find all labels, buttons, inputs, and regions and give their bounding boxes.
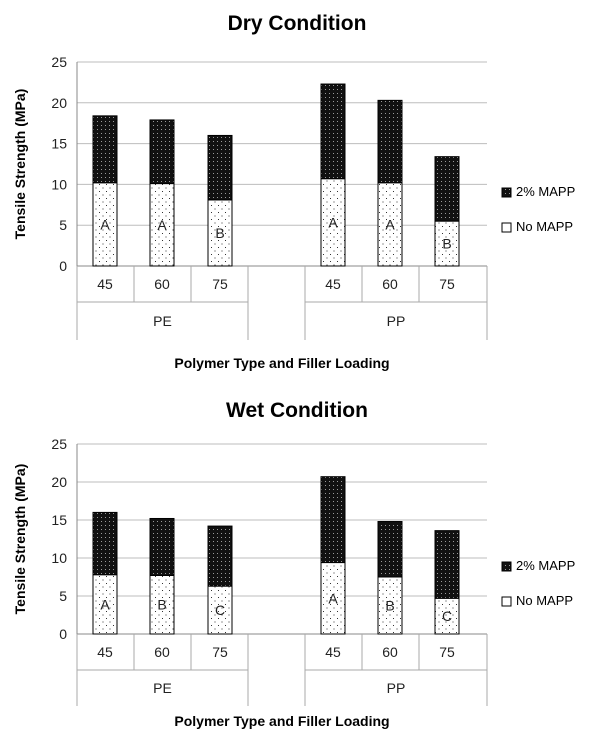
bar-2pct-mapp [149, 119, 175, 185]
y-tick-label: 20 [51, 474, 67, 490]
bar-2pct-mapp [377, 521, 403, 578]
bar-no-mapp [92, 574, 118, 635]
x-tick-label: 60 [154, 276, 170, 292]
bar-data-label: A [157, 217, 167, 233]
bar-2pct-mapp [92, 511, 118, 576]
bar-data-label: B [157, 597, 166, 613]
y-tick-label: 25 [51, 54, 67, 70]
group-label: PP [387, 680, 406, 696]
bar-no-mapp [434, 220, 460, 267]
y-tick-label: 5 [59, 217, 67, 233]
x-tick-label: 60 [154, 644, 170, 660]
chart-title: Wet Condition [226, 399, 368, 422]
bar-data-label: C [442, 608, 452, 624]
x-tick-label: 45 [97, 644, 113, 660]
legend-label: 2% MAPP [516, 558, 575, 573]
bar-data-label: A [100, 596, 110, 612]
bar-no-mapp [377, 576, 403, 635]
y-tick-label: 5 [59, 588, 67, 604]
bar-data-label: B [385, 598, 394, 614]
legend-swatch-no-mapp [501, 222, 512, 233]
x-tick-label: 45 [97, 276, 113, 292]
x-tick-label: 75 [439, 276, 455, 292]
bar-data-label: C [215, 602, 225, 618]
wet-condition-chart: Wet Condition 0 5 10 15 20 25 Tensile Strength … [12, 399, 575, 729]
bar-2pct-mapp [207, 134, 233, 201]
chart-title: Dry Condition [228, 12, 367, 35]
bar-data-label: A [328, 214, 338, 230]
x-axis-title: Polymer Type and Filler Loading [174, 355, 389, 371]
bar-2pct-mapp [149, 517, 175, 576]
y-tick-label: 10 [51, 176, 67, 192]
bar-data-label: A [328, 590, 338, 606]
bar-no-mapp [207, 199, 233, 267]
group-label: PP [387, 313, 406, 329]
bar-2pct-mapp [434, 530, 460, 599]
y-axis-title: Tensile Strength (MPa) [12, 464, 28, 615]
legend-swatch-no-mapp [501, 596, 512, 607]
legend-label: 2% MAPP [516, 184, 575, 199]
bar-2pct-mapp [207, 525, 233, 587]
bar-2pct-mapp [320, 83, 346, 180]
group-label: PE [153, 313, 172, 329]
bar-data-label: A [100, 216, 110, 232]
y-tick-label: 20 [51, 95, 67, 111]
bar-no-mapp [320, 178, 346, 267]
x-tick-label: 75 [212, 644, 228, 660]
bar-data-label: B [215, 225, 224, 241]
legend-label: No MAPP [516, 593, 573, 608]
y-tick-label: 15 [51, 136, 67, 152]
x-tick-label: 60 [382, 644, 398, 660]
bar-no-mapp [434, 597, 460, 635]
legend-swatch-2pct-mapp [501, 187, 512, 198]
x-tick-label: 75 [439, 644, 455, 660]
bar-2pct-mapp [320, 476, 346, 564]
x-tick-label: 45 [325, 644, 341, 660]
y-tick-label: 15 [51, 512, 67, 528]
y-tick-label: 0 [59, 258, 67, 274]
bar-2pct-mapp [377, 99, 403, 184]
bar-data-label: B [442, 236, 451, 252]
y-tick-label: 0 [59, 626, 67, 642]
legend-swatch-2pct-mapp [501, 561, 512, 572]
group-label: PE [153, 680, 172, 696]
x-tick-label: 60 [382, 276, 398, 292]
bar-no-mapp [149, 183, 175, 267]
legend-label: No MAPP [516, 219, 573, 234]
bar-2pct-mapp [92, 115, 118, 184]
dry-condition-chart: Dry Condition 0 5 10 15 20 25 Tensile Strength … [12, 12, 575, 371]
x-tick-label: 75 [212, 276, 228, 292]
x-axis-title: Polymer Type and Filler Loading [174, 713, 389, 729]
y-tick-label: 25 [51, 436, 67, 452]
bar-no-mapp [92, 182, 118, 267]
x-tick-label: 45 [325, 276, 341, 292]
y-tick-label: 10 [51, 550, 67, 566]
y-axis-title: Tensile Strength (MPa) [12, 89, 28, 240]
bar-no-mapp [377, 182, 403, 267]
bar-data-label: A [385, 216, 395, 232]
bar-2pct-mapp [434, 156, 460, 222]
